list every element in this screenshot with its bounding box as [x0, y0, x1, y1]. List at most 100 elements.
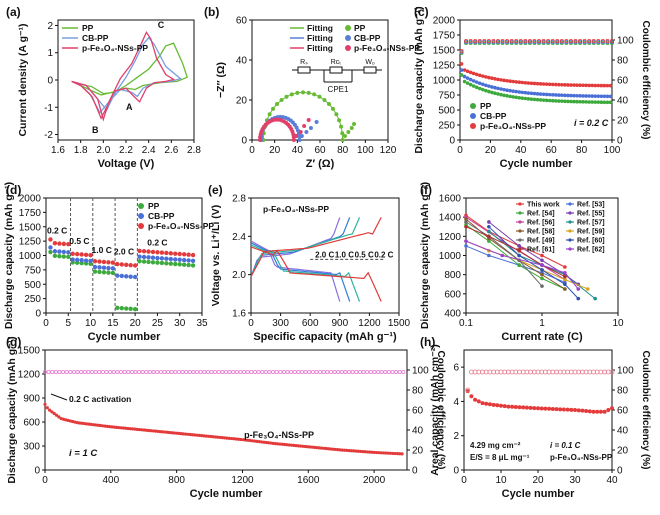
rate-point	[88, 258, 93, 264]
areal-capacity-point	[554, 407, 559, 412]
rate-point	[119, 305, 124, 311]
ce-point	[541, 39, 546, 44]
y-axis-label: Discharge capacity (mAh g⁻¹)	[6, 336, 18, 483]
y-tick-label: 0	[35, 309, 41, 320]
rate-point	[79, 258, 84, 263]
ce-point	[169, 369, 174, 374]
comparison-point	[517, 263, 521, 267]
y2-axis-label: Coulombic efficiency (%)	[640, 351, 651, 470]
eis-point	[289, 92, 294, 97]
capacity-point	[335, 448, 340, 452]
capacity-point	[566, 93, 570, 98]
circuit-element	[297, 66, 311, 74]
rate-point	[177, 262, 182, 267]
ce-point	[90, 369, 95, 374]
circuit-element	[363, 66, 377, 74]
y2-tick-label: 60	[412, 406, 424, 417]
eis-point	[275, 102, 280, 107]
capacity-point	[599, 100, 604, 105]
ce-point	[64, 369, 69, 374]
y-tick-label: 1500	[19, 222, 42, 233]
capacity-point	[342, 448, 347, 452]
legend-label: PP	[480, 101, 492, 111]
capacity-point	[572, 99, 576, 104]
capacity-point	[572, 83, 576, 87]
comparison-point	[487, 224, 491, 229]
rate-point	[119, 273, 124, 279]
x-tick-label: 15	[107, 318, 119, 329]
capacity-point	[465, 69, 470, 74]
x-tick-label: 80	[576, 145, 588, 156]
x-tick-label: 0	[43, 318, 49, 329]
legend-label: Ref. [60]	[577, 238, 605, 245]
legend-label: Ref. [56]	[527, 220, 555, 227]
capacity-point	[140, 428, 144, 432]
capacity-point	[584, 83, 588, 88]
comparison-point	[576, 296, 581, 301]
y2-tick-label: 20	[412, 446, 424, 457]
areal-capacity-point	[499, 403, 503, 408]
ce-point	[555, 39, 560, 44]
ce-point	[111, 369, 116, 374]
capacity-point	[149, 429, 153, 433]
rate-point	[181, 257, 187, 263]
y-tick-label: -2	[44, 130, 53, 141]
capacity-point	[468, 70, 473, 75]
capacity-point	[584, 94, 588, 98]
capacity-point	[560, 93, 564, 98]
ce-point	[300, 369, 305, 374]
y-tick-label: 1500	[433, 46, 456, 57]
rate-point	[48, 237, 53, 242]
ce-point	[158, 369, 163, 374]
ce-point	[376, 369, 381, 374]
capacity-point	[310, 445, 314, 449]
ce-point	[578, 39, 583, 44]
y-tick-label: 500	[24, 280, 41, 291]
rate-point	[48, 249, 53, 255]
x-tick-label: 2.2	[119, 145, 133, 156]
areal-capacity-point	[473, 397, 478, 402]
capacity-point	[523, 90, 528, 95]
capacity-point	[124, 426, 128, 430]
ce-point	[397, 369, 402, 374]
eis-tail-point	[352, 122, 356, 126]
rate-point	[52, 240, 58, 246]
capacity-point	[529, 91, 534, 96]
capacity-point	[209, 434, 213, 439]
capacity-point	[218, 435, 222, 440]
ce-point	[68, 369, 73, 374]
ce-point	[339, 369, 344, 374]
capacity-point	[236, 437, 241, 441]
capacity-point	[220, 436, 224, 440]
capacity-point	[54, 413, 59, 417]
ce-point	[133, 369, 138, 374]
eis-point	[279, 97, 284, 102]
areal-capacity-point	[573, 408, 577, 412]
rate-point	[115, 261, 120, 267]
capacity-point	[590, 94, 595, 98]
eis-point	[340, 131, 345, 136]
capacity-point	[587, 94, 591, 98]
capacity-point	[151, 429, 155, 433]
rate-point	[155, 250, 160, 255]
comparison-point	[563, 277, 567, 282]
capacity-point	[529, 97, 534, 101]
comparison-point	[540, 284, 544, 288]
capacity-point	[502, 78, 506, 83]
y-tick-label: 250	[24, 294, 41, 305]
comparison-point	[593, 296, 597, 301]
eis-point	[312, 92, 317, 97]
capacity-point	[514, 89, 519, 94]
comparison-point	[464, 220, 468, 224]
capacity-point	[544, 82, 549, 86]
ce-point	[368, 369, 373, 374]
capacity-point	[523, 96, 528, 101]
capacity-point	[211, 435, 215, 439]
comparison-point	[540, 258, 544, 263]
capacity-point	[352, 449, 356, 453]
capacity-point	[535, 92, 540, 96]
legend-label: Ref. [62]	[577, 247, 605, 254]
rate-point	[168, 256, 173, 262]
rate-point	[66, 250, 71, 255]
areal-capacity-point	[587, 409, 592, 414]
